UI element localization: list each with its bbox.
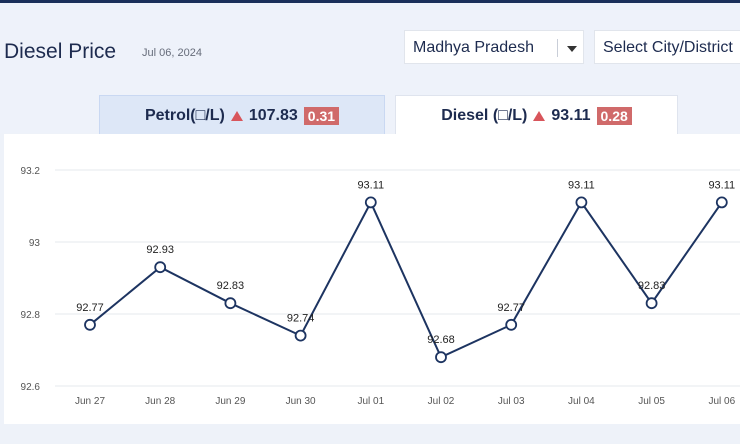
page-date: Jul 06, 2024 xyxy=(142,47,202,59)
up-arrow-icon xyxy=(230,110,243,121)
data-point xyxy=(364,196,377,209)
data-point xyxy=(435,351,447,364)
x-tick-label: Jul 05 xyxy=(638,396,665,407)
x-tick-label: Jul 02 xyxy=(428,396,455,407)
y-tick-label: 93 xyxy=(29,238,41,249)
select-divider xyxy=(557,39,558,57)
city-select-placeholder: Select City/District xyxy=(603,39,733,56)
tab-petrol-price: 107.83 xyxy=(248,106,298,124)
x-tick-label: Jun 28 xyxy=(145,396,175,407)
x-tick-label: Jul 06 xyxy=(708,396,735,407)
data-label: 92.83 xyxy=(217,280,245,292)
data-label: 92.77 xyxy=(76,302,104,314)
data-label: 92.83 xyxy=(638,280,666,292)
top-border xyxy=(0,0,740,3)
series-line xyxy=(89,200,723,359)
data-point xyxy=(154,261,167,274)
data-label: 92.68 xyxy=(427,334,455,346)
price-line-chart: 92.6 92.8 93 93.2 Jun 27 Jun 28 Jun 29 Jun 30 Ju… xyxy=(21,166,740,407)
state-select-value: Madhya Pradesh xyxy=(413,39,534,56)
up-arrow-icon xyxy=(533,110,546,121)
data-point xyxy=(645,297,658,310)
data-point xyxy=(84,318,96,331)
x-tick-label: Jul 01 xyxy=(357,396,384,407)
data-point xyxy=(715,196,728,209)
data-point xyxy=(505,318,518,331)
bottom-strip xyxy=(0,424,740,444)
y-tick-label: 93.2 xyxy=(21,166,41,177)
page-title: Diesel Price xyxy=(4,40,117,63)
tab-petrol-label: Petrol(□/L) xyxy=(144,106,225,124)
y-tick-label: 92.6 xyxy=(21,382,41,393)
data-label: 92.74 xyxy=(287,313,315,325)
data-label: 92.93 xyxy=(146,244,174,256)
state-select[interactable]: Madhya Pradesh xyxy=(404,30,584,64)
data-label: 92.77 xyxy=(497,302,525,314)
x-tick-label: Jul 04 xyxy=(568,396,595,407)
x-tick-label: Jun 27 xyxy=(75,396,105,407)
tab-diesel[interactable]: Diesel (□/L) 93.11 0.28 xyxy=(395,95,678,135)
data-point xyxy=(575,196,588,209)
data-label: 93.11 xyxy=(708,179,735,191)
x-tick-label: Jul 03 xyxy=(498,396,525,407)
tab-petrol-change-badge: 0.31 xyxy=(303,106,340,125)
chart-panel xyxy=(4,134,740,424)
data-label: 93.11 xyxy=(568,179,595,191)
x-tick-label: Jun 29 xyxy=(215,396,245,407)
city-select[interactable]: Select City/District xyxy=(594,30,740,64)
chevron-down-icon[interactable] xyxy=(567,46,577,52)
x-tick-label: Jun 30 xyxy=(286,396,316,407)
data-label: 93.11 xyxy=(357,179,384,191)
data-point xyxy=(224,297,237,310)
tab-diesel-label: Diesel (□/L) xyxy=(441,106,528,124)
tab-diesel-change-badge: 0.28 xyxy=(596,106,632,125)
tab-petrol[interactable]: Petrol(□/L) 107.83 0.31 xyxy=(99,95,385,135)
y-tick-label: 92.8 xyxy=(21,310,41,321)
tab-diesel-price: 93.11 xyxy=(551,106,591,124)
data-point xyxy=(294,329,307,342)
